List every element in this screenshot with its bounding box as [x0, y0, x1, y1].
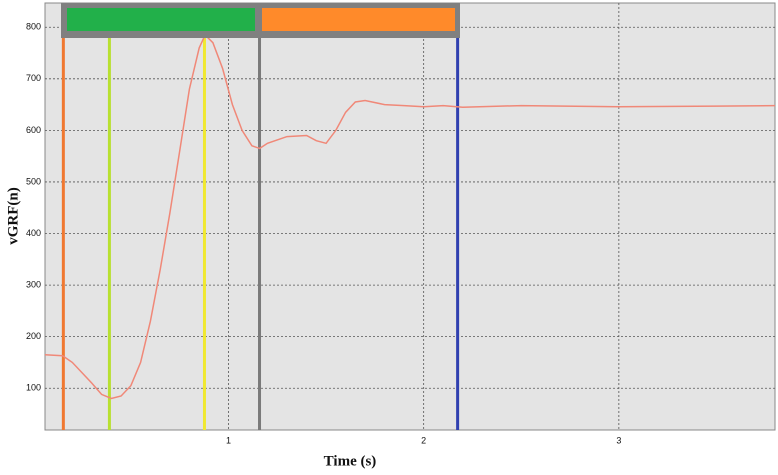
y-tick-label: 400 — [26, 228, 41, 238]
x-axis-title: Time (s) — [324, 453, 377, 469]
y-tick-label: 100 — [26, 383, 41, 393]
phase-bar — [262, 8, 455, 31]
y-tick-label: 300 — [26, 279, 41, 289]
x-tick-label: 3 — [616, 435, 621, 445]
x-tick-label: 1 — [226, 435, 231, 445]
y-tick-label: 200 — [26, 331, 41, 341]
x-tick-label: 2 — [421, 435, 426, 445]
y-tick-label: 700 — [26, 73, 41, 83]
y-axis-title: vGRF(n) — [5, 187, 21, 245]
plot-area — [44, 2, 776, 431]
y-tick-label: 500 — [26, 176, 41, 186]
data-line — [44, 33, 776, 400]
phase-bar — [67, 8, 255, 31]
y-tick-label: 600 — [26, 125, 41, 135]
y-tick-label: 800 — [26, 22, 41, 32]
